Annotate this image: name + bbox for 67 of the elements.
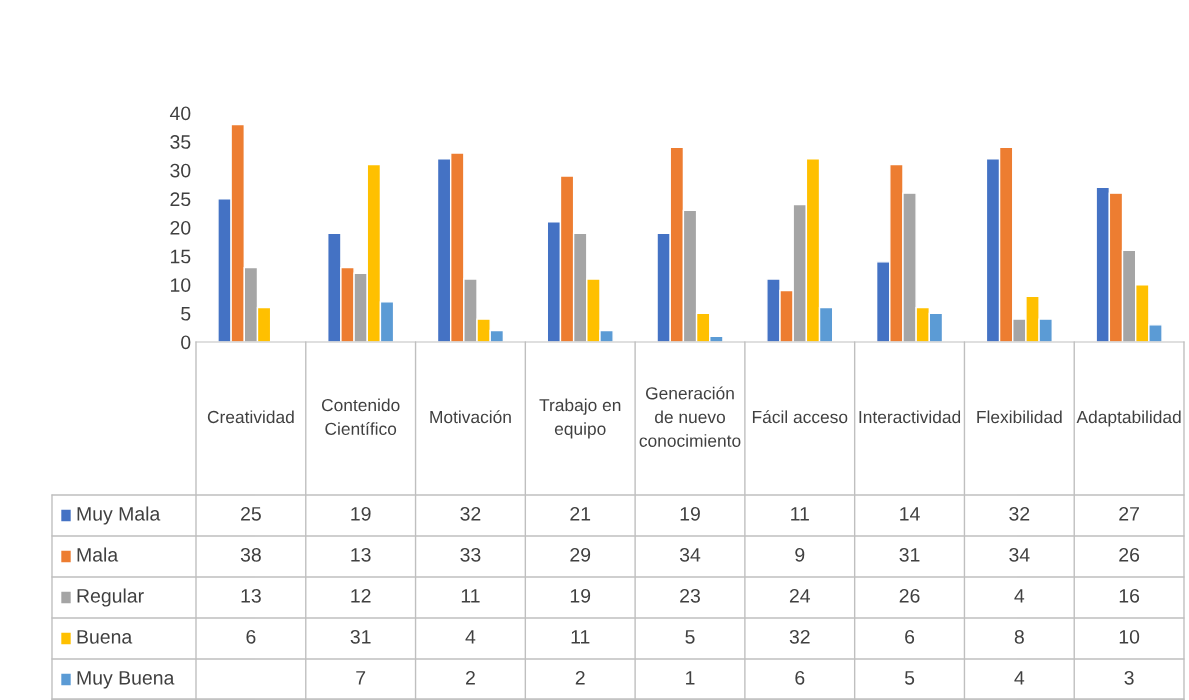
data-label: 11 <box>571 630 590 644</box>
data-label: 32 <box>1009 506 1030 521</box>
x-tick-label: Generación de nuevo conocimiento <box>639 386 741 447</box>
y-tick-label: 0 <box>181 335 191 350</box>
data-label: 10 <box>1119 629 1140 644</box>
data-label: 31 <box>899 547 920 562</box>
x-tick-label: Adaptabilidad <box>1076 410 1181 427</box>
legend-label: Mala <box>77 547 119 562</box>
data-label: 8 <box>1014 629 1024 644</box>
data-label: 4 <box>465 630 476 644</box>
x-tick-label: Flexibilidad <box>977 410 1062 424</box>
data-label: 34 <box>679 547 701 562</box>
data-label: 26 <box>899 588 920 603</box>
data-label: 32 <box>460 506 481 521</box>
data-label: 19 <box>570 588 591 603</box>
data-label: 9 <box>795 547 805 562</box>
data-label: 24 <box>789 588 811 603</box>
data-label: 19 <box>351 506 371 521</box>
data-label: 11 <box>791 507 809 521</box>
y-tick-label: 20 <box>170 220 191 235</box>
data-label: 4 <box>1014 589 1025 603</box>
data-label: 14 <box>900 507 920 521</box>
x-tick-label: Contenido Científico <box>321 398 400 436</box>
data-label: 27 <box>1119 506 1139 521</box>
legend-label: Regular <box>77 588 144 607</box>
x-tick-label: Motivación <box>430 410 511 424</box>
data-label: 4 <box>1014 671 1025 685</box>
data-label: 2 <box>575 670 585 685</box>
x-tick-label: Interactividad <box>859 410 961 424</box>
data-label: 38 <box>240 547 261 562</box>
data-label: 34 <box>1009 547 1030 562</box>
data-label: 16 <box>1119 588 1140 603</box>
data-label: 26 <box>1119 547 1140 562</box>
data-label: 21 <box>570 506 591 521</box>
data-label: 11 <box>461 589 480 603</box>
data-label: 25 <box>241 506 261 521</box>
data-label: 29 <box>570 547 591 562</box>
data-label: 2 <box>466 670 475 685</box>
data-label: 5 <box>685 630 695 644</box>
legend-label: Muy Buena <box>77 671 175 689</box>
legend-label: Muy Mala <box>77 506 161 525</box>
data-label: 1 <box>686 671 695 685</box>
data-label: 6 <box>795 670 805 685</box>
data-label: 33 <box>460 547 481 562</box>
y-tick-label: 10 <box>171 278 191 292</box>
data-label: 32 <box>789 629 810 644</box>
data-label: 3 <box>1124 670 1134 685</box>
data-label: 12 <box>351 588 371 603</box>
y-tick-label: 15 <box>171 249 191 264</box>
x-tick-label: Trabajo en equipo <box>539 398 621 439</box>
x-tick-label: Creatividad <box>207 410 294 424</box>
y-tick-label: 30 <box>170 163 191 178</box>
y-tick-label: 40 <box>169 106 191 121</box>
data-label: 5 <box>904 671 915 685</box>
data-label: 7 <box>356 671 366 685</box>
data-label: 6 <box>246 629 256 644</box>
y-tick-label: 25 <box>170 192 191 207</box>
legend-label: Buena <box>77 630 133 644</box>
y-tick-label: 5 <box>181 307 191 321</box>
data-label: 13 <box>351 547 371 562</box>
x-tick-label: Fácil acceso <box>752 410 848 424</box>
data-label: 31 <box>350 629 371 644</box>
data-label: 6 <box>905 629 915 644</box>
y-tick-label: 35 <box>170 135 191 149</box>
data-label: 13 <box>241 588 261 603</box>
data-label: 23 <box>680 588 700 603</box>
data-label: 19 <box>680 506 700 521</box>
